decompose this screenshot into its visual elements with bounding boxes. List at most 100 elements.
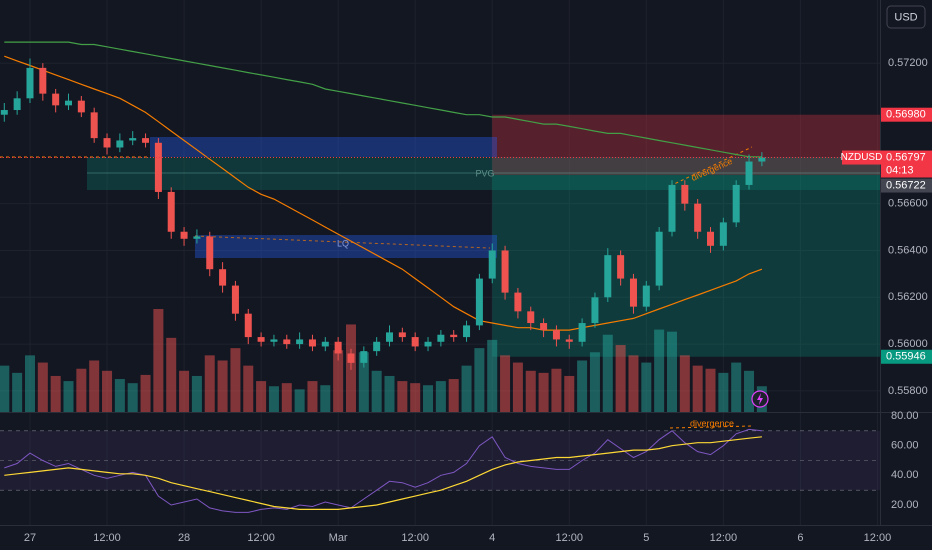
volume-bar bbox=[166, 337, 177, 412]
candle-body bbox=[116, 140, 124, 148]
price-tag-label: 0.56797 bbox=[886, 151, 926, 163]
volume-bar bbox=[307, 381, 318, 412]
volume-bar bbox=[564, 375, 575, 412]
x-tick-label: 27 bbox=[24, 532, 36, 544]
x-tick-label: 12:00 bbox=[556, 532, 584, 544]
candle-body bbox=[386, 332, 394, 342]
volume-bar bbox=[12, 372, 23, 412]
y-tick-label: 0.56200 bbox=[888, 291, 928, 303]
x-tick-label: 5 bbox=[643, 532, 649, 544]
x-tick-label: Mar bbox=[329, 532, 348, 544]
volume-bar bbox=[140, 374, 151, 412]
volume-bar bbox=[577, 360, 588, 412]
volume-bar bbox=[320, 385, 331, 412]
candle-body bbox=[411, 337, 419, 347]
volume-bar bbox=[654, 329, 665, 412]
volume-bar bbox=[718, 372, 729, 412]
candle-body bbox=[668, 184, 676, 232]
currency-label: USD bbox=[894, 11, 917, 23]
candle-body bbox=[758, 157, 766, 162]
volume-bar bbox=[37, 362, 48, 412]
candle-body bbox=[527, 311, 535, 324]
price-tag-label: 0.56722 bbox=[886, 179, 926, 191]
currency-button[interactable] bbox=[886, 5, 926, 29]
candle-body bbox=[488, 250, 496, 279]
price-tag-label: 0.55946 bbox=[886, 351, 926, 363]
ma-slow-line bbox=[4, 41, 762, 158]
candle-body bbox=[103, 138, 111, 148]
candle-body bbox=[77, 100, 85, 113]
candle-body bbox=[694, 203, 702, 232]
volume-bar bbox=[538, 372, 549, 412]
candle-body bbox=[424, 341, 432, 347]
candle-body bbox=[334, 341, 342, 354]
rsi-tick-label: 60.00 bbox=[891, 440, 919, 452]
lq-label: LQ bbox=[337, 238, 349, 248]
volume-bar bbox=[731, 362, 742, 412]
price-tag bbox=[881, 107, 932, 122]
volume-bar bbox=[397, 381, 408, 412]
volume-bar bbox=[679, 355, 690, 412]
axes: 27 12:00 28 12:00 Mar 12:00 4 12:00 5 12:00 6 12:00… bbox=[24, 57, 932, 544]
price-tag bbox=[881, 349, 932, 364]
candle-body bbox=[745, 161, 753, 185]
volume-bar bbox=[268, 386, 279, 412]
x-tick-label: 12:00 bbox=[864, 532, 892, 544]
candle-body bbox=[180, 231, 188, 239]
volume-bar bbox=[487, 339, 498, 412]
volume-bar bbox=[435, 381, 446, 412]
volume-bar bbox=[50, 375, 61, 412]
candle-body bbox=[360, 351, 368, 363]
candle-body bbox=[642, 285, 650, 307]
y-tick-label: 0.55800 bbox=[888, 385, 928, 397]
x-tick-label: 12:00 bbox=[710, 532, 738, 544]
candle-body bbox=[0, 110, 8, 115]
y-tick-label: 0.56000 bbox=[888, 338, 928, 350]
candle-body bbox=[219, 269, 227, 286]
candle-body bbox=[257, 337, 265, 342]
volume-bar bbox=[127, 383, 138, 412]
candle-body bbox=[129, 138, 137, 141]
volume-bar bbox=[448, 379, 459, 412]
volume-bar bbox=[423, 385, 434, 412]
candle-body bbox=[450, 334, 458, 338]
symbol-label: NZDUSD bbox=[841, 152, 883, 163]
volume-bar bbox=[256, 381, 267, 412]
volume-bar bbox=[89, 360, 100, 412]
volume-bar bbox=[294, 389, 305, 412]
candle-body bbox=[347, 353, 355, 363]
rsi-line bbox=[4, 428, 762, 513]
candle-body bbox=[732, 184, 740, 223]
volume-bar bbox=[641, 362, 652, 412]
rsi-ma-line bbox=[4, 436, 762, 510]
candle-body bbox=[13, 98, 21, 111]
volume-bar bbox=[24, 355, 35, 412]
lq-line bbox=[194, 235, 491, 249]
x-tick-label: 28 bbox=[178, 532, 190, 544]
candle-body bbox=[283, 339, 291, 345]
pvg-label: PVG bbox=[475, 168, 494, 178]
y-tick-label: 0.56400 bbox=[888, 244, 928, 256]
candle-body bbox=[39, 67, 47, 94]
y-tick-label: 0.56600 bbox=[888, 198, 928, 210]
candle-body bbox=[578, 323, 586, 342]
candle-body bbox=[629, 278, 637, 307]
volume-bar bbox=[114, 379, 125, 412]
candle-body bbox=[437, 334, 445, 342]
candle-body bbox=[270, 339, 278, 342]
volume-bar bbox=[204, 355, 215, 412]
x-tick-label: 12:00 bbox=[247, 532, 275, 544]
volume-bar bbox=[384, 375, 395, 412]
volume-bar bbox=[551, 368, 562, 412]
divergence-line bbox=[669, 425, 753, 429]
volume-bar bbox=[153, 309, 164, 412]
volume-bar bbox=[371, 370, 382, 412]
x-tick-label: 12:00 bbox=[93, 532, 121, 544]
volume-bar bbox=[63, 381, 74, 412]
y-tick-label: 0.57200 bbox=[888, 57, 928, 69]
price-tag bbox=[881, 150, 932, 178]
volume-bar bbox=[615, 345, 626, 412]
volume-bar bbox=[500, 355, 511, 412]
candle-body bbox=[463, 325, 471, 338]
